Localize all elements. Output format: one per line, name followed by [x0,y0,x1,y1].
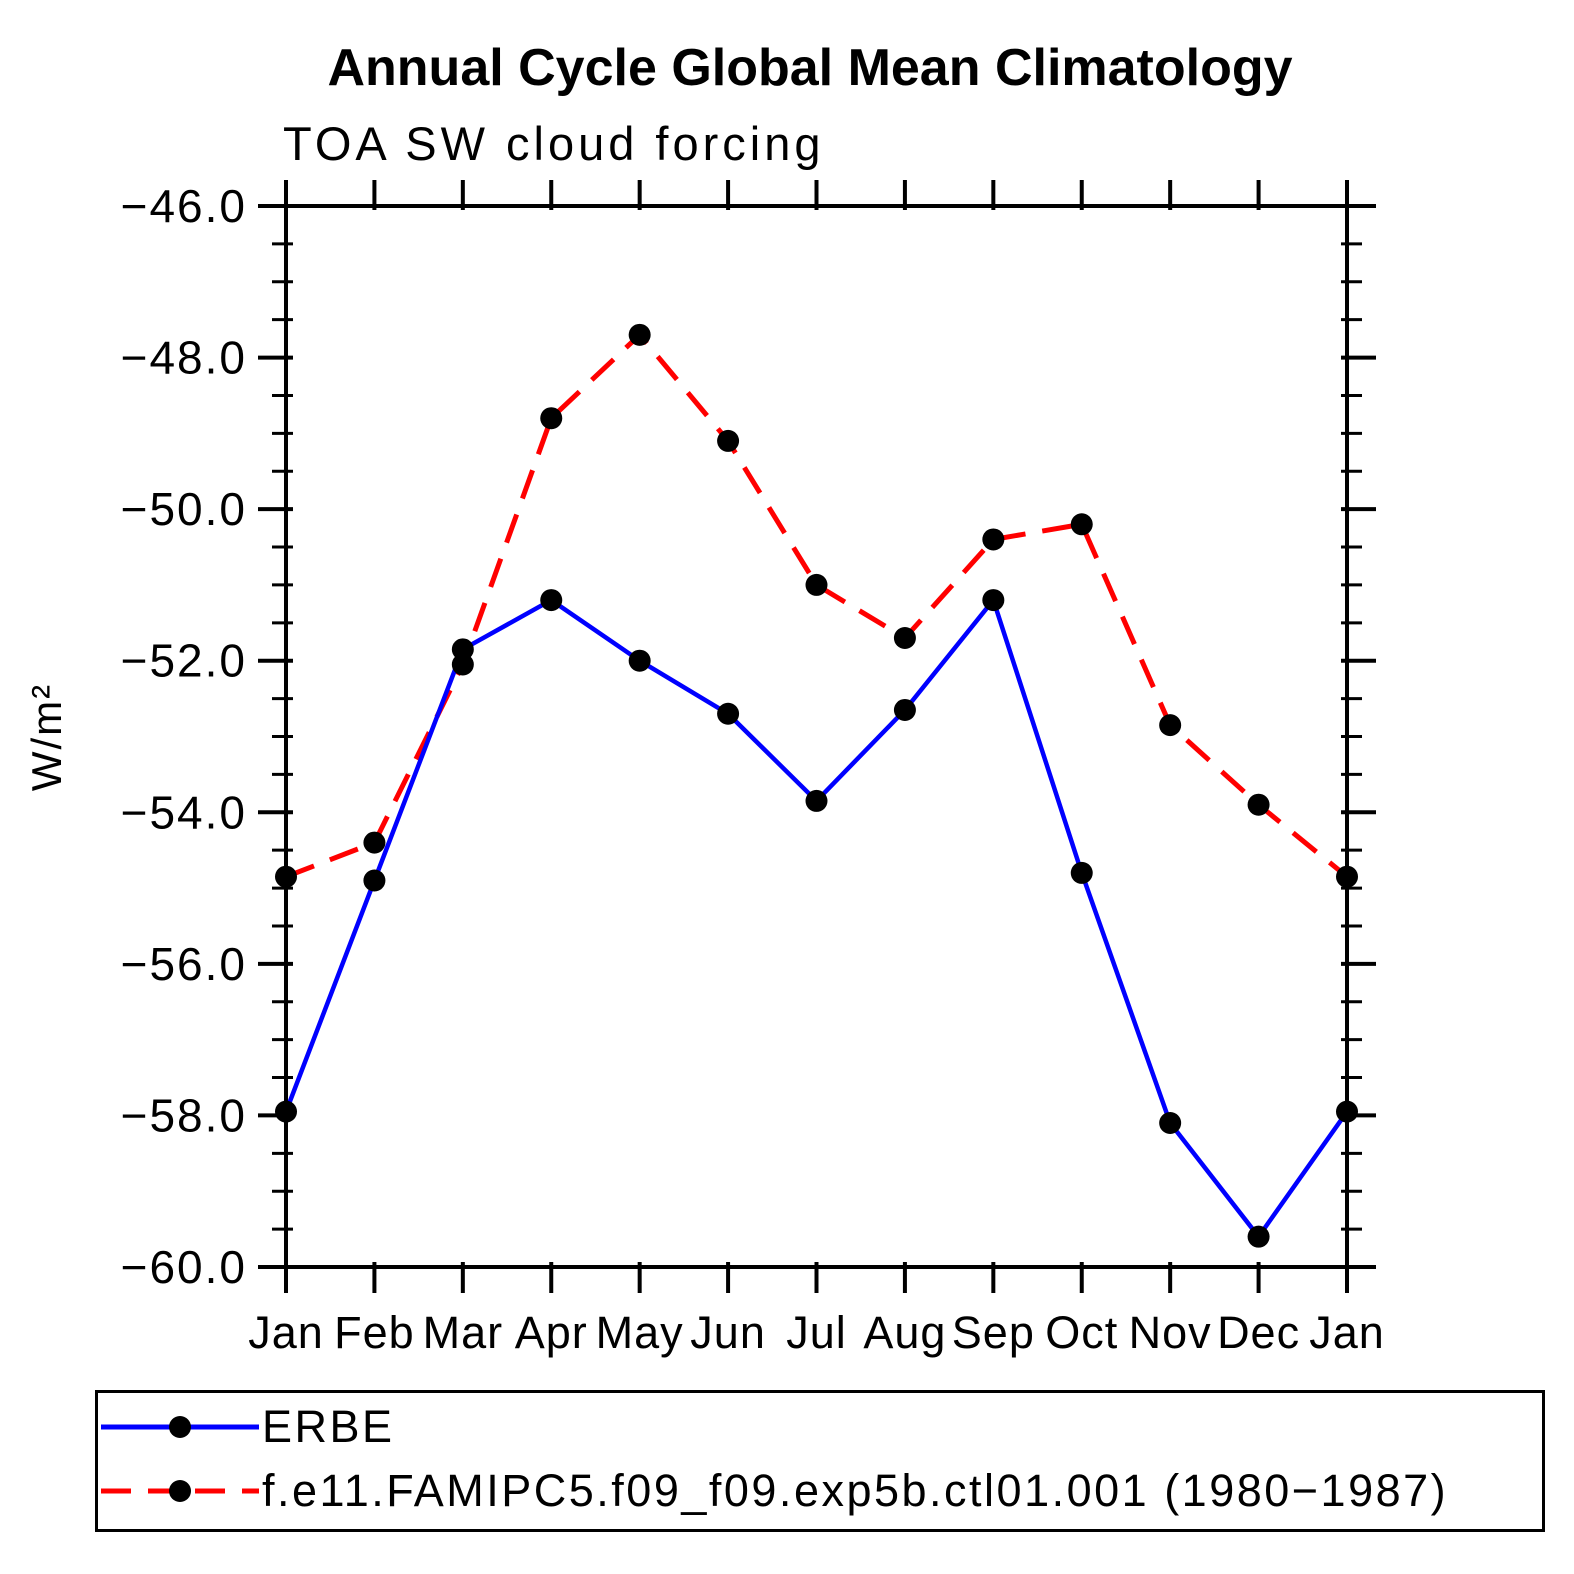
x-tick-label: Dec [1217,1307,1300,1358]
model-data-point [1070,513,1093,536]
model-data-point [1336,865,1358,888]
legend-label-erbe: ERBE [262,1401,395,1452]
model-data-point [275,865,297,888]
erbe-data-point [1336,1100,1358,1123]
x-tick-label: Jan [1309,1307,1385,1358]
y-tick-label: −50.0 [121,483,247,535]
erbe-data-point [1159,1112,1182,1135]
model-data-point [893,626,916,649]
axis-ticks [258,180,1376,1293]
erbe-data-point [275,1100,297,1123]
erbe-data-point [805,789,828,812]
x-tick-label: Mar [423,1307,504,1358]
erbe-data-point [717,702,740,725]
x-tick-label: Jun [690,1307,766,1358]
model-data-point [628,323,651,346]
x-tick-label: May [596,1307,684,1358]
erbe-data-point [982,589,1005,612]
data-markers [275,323,1358,1248]
legend-line-sample-model [101,1480,259,1502]
y-tick-label: −52.0 [121,635,247,687]
erbe-data-point [893,698,916,721]
model-data-point [1247,793,1270,816]
series-lines [283,332,1349,1239]
y-tick-label: −48.0 [121,332,247,384]
erbe-data-point [451,638,474,661]
legend-box: ERBE f.e11.FAMIPC5.f09_f09.exp5b.ctl01.0… [95,1390,1545,1532]
erbe-data-point [1070,861,1093,884]
x-tick-label: Jan [248,1307,324,1358]
model-data-point [717,429,740,452]
model-data-point [451,653,474,676]
y-tick-label: −46.0 [121,180,247,232]
legend-line-sample-erbe [101,1416,259,1438]
y-tick-label: −54.0 [121,786,247,838]
legend-marker-dot [169,1480,191,1502]
erbe-data-point [540,589,563,612]
x-tick-label: Sep [952,1307,1035,1358]
erbe-data-point [1247,1225,1270,1248]
model-data-point [540,407,563,430]
x-tick-label: Oct [1045,1307,1118,1358]
model-data-point [805,573,828,596]
erbe-data-point [363,869,386,892]
legend-item-erbe: ERBE [101,1399,395,1455]
x-tick-label: Aug [863,1307,946,1358]
x-tick-label: Jul [786,1307,847,1358]
legend-item-model: f.e11.FAMIPC5.f09_f09.exp5b.ctl01.001 (1… [101,1463,1448,1519]
x-tick-label: Apr [515,1307,588,1358]
y-tick-label: −58.0 [121,1089,247,1141]
erbe-line [283,597,1349,1239]
chart-title: Annual Cycle Global Mean Climatology [327,39,1293,97]
y-tick-label: −56.0 [121,938,247,990]
model-data-point [982,528,1005,551]
legend-label-model: f.e11.FAMIPC5.f09_f09.exp5b.ctl01.001 (1… [262,1465,1449,1516]
model-data-point [363,831,386,854]
y-tick-label: −60.0 [121,1241,247,1293]
erbe-data-point [628,649,651,672]
x-tick-label: Nov [1129,1307,1212,1358]
x-tick-label: Feb [334,1307,415,1358]
y-tick-labels: −46.0 −48.0 −50.0 −52.0 −54.0 −56.0 −58.0 −60.0 [121,180,247,1293]
model-data-point [1159,714,1182,737]
chart-canvas: −46.0 −48.0 −50.0 −52.0 −54.0 −56.0 −58.0 −60.0… [121,180,1385,1358]
x-tick-labels: Jan Feb Mar Apr May Jun Jul Aug Sep Oct Nov Dec Jan [248,1307,1385,1358]
chart-subtitle: TOA SW cloud forcing [283,117,825,170]
legend-marker-dot [169,1416,191,1438]
